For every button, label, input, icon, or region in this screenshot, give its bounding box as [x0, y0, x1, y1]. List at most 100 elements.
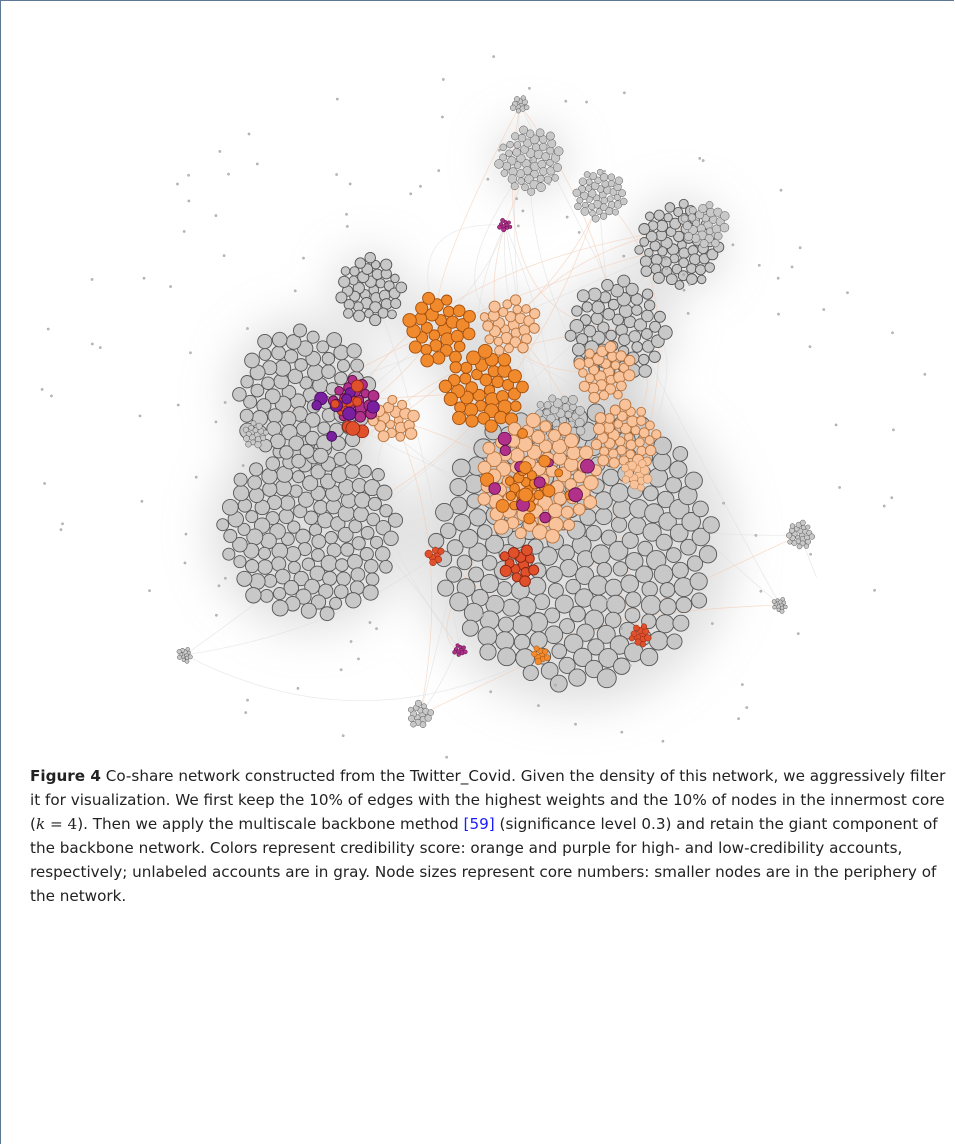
node: [232, 536, 248, 553]
node: [663, 212, 673, 223]
node: [546, 146, 555, 155]
node: [292, 470, 305, 484]
node: [666, 633, 683, 650]
node: [233, 472, 248, 487]
node: [719, 222, 730, 233]
node: [545, 565, 563, 583]
node: [502, 161, 512, 171]
node: [343, 308, 354, 319]
node: [501, 227, 507, 233]
node: [347, 554, 363, 570]
node: [722, 501, 725, 505]
node: [574, 417, 585, 428]
node: [302, 475, 319, 492]
node: [326, 332, 343, 348]
node: [409, 192, 413, 196]
node: [576, 289, 590, 303]
node: [622, 254, 626, 258]
node: [237, 522, 251, 536]
node: [248, 424, 255, 431]
node: [354, 257, 367, 269]
node: [633, 318, 647, 332]
node: [255, 162, 259, 166]
node: [335, 558, 349, 572]
node: [350, 358, 364, 373]
node: [375, 627, 378, 631]
node: [639, 647, 659, 667]
node: [387, 394, 398, 405]
node: [596, 668, 617, 689]
node: [551, 174, 559, 182]
node: [603, 169, 606, 173]
node: [596, 562, 612, 578]
node: [796, 632, 800, 635]
node: [462, 649, 468, 655]
caption-text: ). Then we apply the multiscale backbone…: [77, 815, 464, 833]
node: [574, 722, 577, 726]
node: [346, 343, 362, 359]
citation[interactable]: [59]: [463, 815, 495, 833]
node: [512, 304, 523, 315]
node: [456, 652, 461, 657]
node: [515, 108, 521, 114]
node: [510, 294, 522, 306]
node: [605, 207, 614, 216]
node: [512, 148, 521, 157]
node: [591, 214, 600, 223]
node: [754, 534, 758, 537]
node: [50, 394, 53, 398]
node: [263, 573, 278, 588]
node: [443, 391, 458, 407]
node: [686, 555, 704, 572]
math: k = 4: [35, 815, 78, 833]
node: [374, 546, 391, 562]
node: [554, 468, 564, 478]
node: [499, 551, 510, 562]
node: [455, 643, 460, 648]
node: [142, 276, 146, 280]
node: [648, 350, 661, 363]
caption-text: Co-share network constructed from the Tw…: [30, 767, 946, 833]
node: [631, 304, 643, 316]
node: [183, 561, 187, 565]
node: [376, 484, 393, 501]
node: [689, 572, 708, 591]
node: [688, 283, 691, 286]
node: [584, 609, 605, 630]
node: [421, 703, 427, 710]
node: [185, 647, 190, 652]
node: [359, 547, 374, 562]
node: [539, 142, 548, 151]
node: [449, 478, 468, 496]
node: [318, 583, 334, 599]
node: [291, 453, 306, 469]
node: [574, 202, 582, 211]
node: [250, 420, 257, 427]
node: [223, 401, 227, 404]
node: [278, 508, 294, 524]
node: [424, 549, 433, 558]
node: [402, 313, 417, 328]
node: [643, 299, 656, 312]
node: [479, 312, 490, 322]
node: [215, 613, 218, 617]
node: [737, 717, 740, 721]
node: [620, 463, 630, 473]
node: [619, 398, 632, 411]
node: [597, 454, 610, 467]
node: [217, 584, 221, 588]
node: [523, 512, 536, 525]
node: [420, 353, 435, 368]
node: [516, 380, 529, 394]
node: [306, 330, 320, 344]
node: [498, 307, 509, 318]
node: [326, 431, 338, 442]
node: [407, 706, 414, 713]
node: [440, 344, 453, 357]
node: [350, 379, 364, 393]
node: [571, 412, 580, 421]
node: [513, 634, 531, 651]
node: [777, 312, 780, 316]
node: [616, 410, 628, 422]
node: [334, 371, 348, 386]
